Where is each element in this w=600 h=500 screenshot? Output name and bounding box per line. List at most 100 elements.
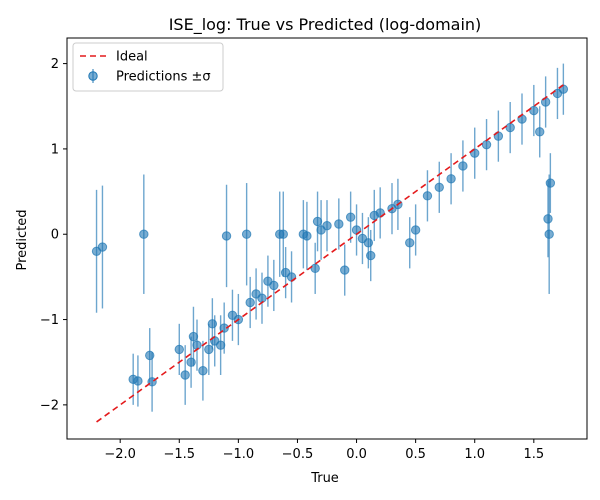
data-marker: [219, 323, 229, 333]
data-point: [245, 276, 255, 329]
data-point: [545, 153, 556, 213]
data-point: [357, 212, 368, 265]
data-point: [192, 319, 202, 371]
data-marker: [544, 229, 554, 239]
x-tick-label: −1.5: [163, 447, 195, 462]
data-point: [340, 244, 350, 296]
data-point: [251, 268, 261, 320]
data-point: [351, 204, 362, 256]
data-marker: [174, 344, 184, 355]
data-marker: [245, 297, 255, 308]
data-point: [97, 185, 108, 309]
data-point: [422, 170, 433, 222]
data-point: [434, 161, 444, 213]
legend-box: [72, 42, 224, 92]
data-point: [302, 201, 312, 271]
data-marker: [180, 370, 190, 380]
data-marker: [543, 214, 553, 224]
data-point: [219, 302, 229, 354]
data-marker: [340, 265, 350, 275]
legend-entry-predictions: Predictions ±σ: [88, 69, 211, 85]
data-marker: [434, 182, 444, 193]
ideal-line: [96, 84, 564, 423]
data-marker: [310, 263, 320, 274]
data-point: [405, 217, 415, 269]
data-point: [198, 340, 208, 401]
y-tick-label: 0: [51, 228, 59, 243]
data-point: [174, 323, 184, 376]
data-point: [133, 355, 143, 407]
data-point: [517, 93, 527, 145]
data-point: [257, 272, 267, 324]
data-marker: [139, 229, 149, 239]
data-marker: [345, 212, 356, 222]
data-marker: [192, 340, 202, 350]
data-point: [558, 63, 569, 115]
data-marker: [133, 376, 143, 386]
y-axis-label: Predicted: [15, 209, 30, 270]
legend-marker-swatch: [88, 71, 98, 81]
data-point: [322, 200, 332, 252]
data-point: [241, 183, 252, 286]
chart-title: ISE_log: True vs Predicted (log-domain): [169, 15, 482, 35]
data-point: [493, 110, 504, 162]
data-point: [278, 191, 288, 277]
x-axis-label: True: [310, 471, 339, 486]
data-point: [470, 127, 480, 179]
data-marker: [529, 105, 539, 116]
data-point: [221, 184, 232, 288]
y-tick-label: 2: [51, 57, 59, 72]
data-marker: [278, 229, 288, 239]
data-marker: [241, 229, 252, 239]
data-marker: [302, 231, 312, 241]
data-point: [366, 229, 376, 282]
data-marker: [505, 122, 515, 133]
data-point: [458, 140, 468, 192]
data-marker: [458, 161, 468, 171]
x-tick-label: 1.5: [523, 447, 544, 462]
data-marker: [405, 238, 415, 248]
data-marker: [257, 293, 267, 303]
data-point: [481, 119, 492, 171]
data-point: [552, 67, 563, 120]
legend-predictions-label: Predictions ±σ: [116, 70, 211, 85]
data-point: [180, 345, 190, 405]
data-point: [446, 153, 456, 205]
legend-entry-ideal: Ideal: [80, 50, 148, 65]
data-point: [543, 180, 553, 258]
data-point: [286, 251, 297, 303]
data-marker: [334, 219, 344, 229]
data-point: [410, 204, 421, 256]
data-marker: [198, 366, 208, 376]
plot-frame: [66, 37, 588, 440]
x-tick-label: 0.5: [405, 447, 426, 462]
data-point: [345, 191, 356, 243]
data-marker: [410, 225, 421, 235]
x-tick-label: −1.0: [223, 447, 255, 462]
data-marker: [97, 242, 108, 252]
x-tick-label: −0.5: [282, 447, 314, 462]
data-marker: [366, 250, 376, 261]
legend-ideal-label: Ideal: [116, 50, 148, 65]
data-point: [139, 174, 149, 294]
legend: Ideal Predictions ±σ: [72, 42, 224, 92]
x-tick-label: 1.0: [464, 447, 485, 462]
data-point: [535, 106, 545, 158]
x-tick-label: −2.0: [104, 447, 136, 462]
data-point: [375, 187, 385, 239]
data-marker: [422, 191, 433, 201]
data-point: [91, 189, 102, 313]
data-point: [204, 323, 214, 376]
data-point: [540, 76, 551, 128]
data-point: [227, 289, 238, 341]
data-marker: [322, 221, 332, 231]
data-point: [529, 84, 539, 137]
data-point: [505, 101, 515, 154]
y-tick-label: −2: [40, 398, 59, 413]
data-marker: [535, 127, 545, 137]
data-marker: [221, 231, 232, 241]
data-point: [310, 242, 320, 294]
y-tick-label: −1: [40, 313, 59, 328]
